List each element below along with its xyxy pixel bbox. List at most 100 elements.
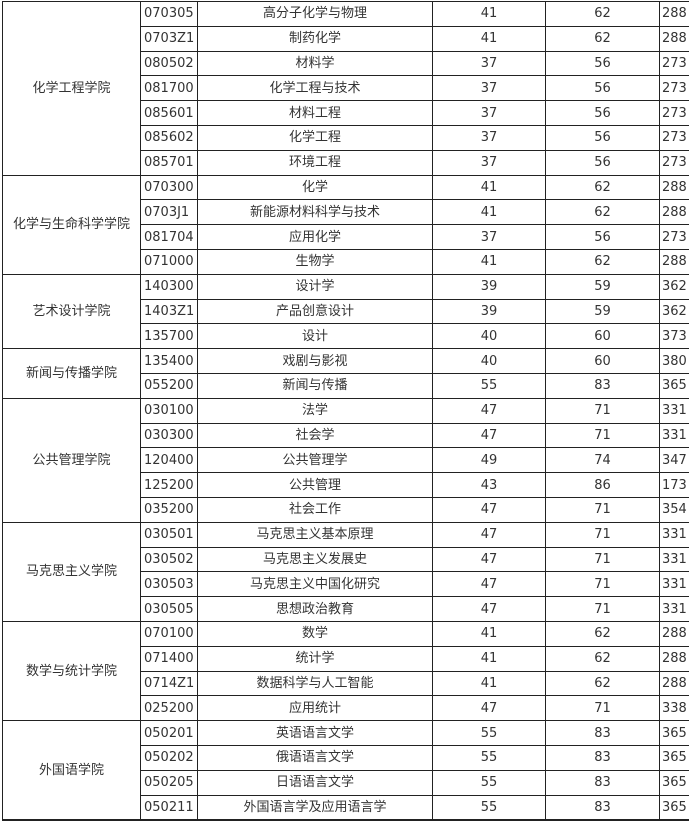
single-subject-score-150: 71 <box>545 496 660 523</box>
college-name: 化学工程学院 <box>2 1 141 176</box>
major-code: 071400 <box>140 645 198 672</box>
total-score: 347 <box>659 447 689 474</box>
total-score: 273 <box>659 75 689 102</box>
single-subject-score-100: 41 <box>432 670 546 697</box>
major-code: 030505 <box>140 596 198 622</box>
total-score: 288 <box>659 620 689 647</box>
table-row: 马克思主义学院 030501 马克思主义基本原理 47 71 331 <box>2 521 689 622</box>
major-code: 081704 <box>140 224 198 250</box>
major-code: 030100 <box>140 397 198 424</box>
major-code: 035200 <box>140 496 198 523</box>
major-code: 1403Z1 <box>140 298 198 325</box>
major-name: 材料工程 <box>197 100 433 126</box>
single-subject-score-150: 71 <box>545 571 660 598</box>
single-subject-score-100: 37 <box>432 124 546 151</box>
major-code: 050211 <box>140 794 198 821</box>
major-name: 应用统计 <box>197 695 433 722</box>
total-score: 362 <box>659 298 689 325</box>
single-subject-score-100: 40 <box>432 348 546 374</box>
single-subject-score-150: 83 <box>545 744 660 771</box>
single-subject-score-100: 47 <box>432 571 546 598</box>
single-subject-score-100: 39 <box>432 298 546 325</box>
major-code: 070300 <box>140 174 198 201</box>
major-name: 新能源材料科学与技术 <box>197 199 433 226</box>
table-row: 071400 统计学 41 62 288 <box>3 645 689 672</box>
major-code: 0714Z1 <box>140 670 198 697</box>
total-score: 354 <box>659 496 689 523</box>
major-name: 马克思主义发展史 <box>197 546 433 573</box>
total-score: 331 <box>659 546 689 573</box>
single-subject-score-100: 55 <box>432 769 546 796</box>
total-score: 288 <box>659 670 689 697</box>
single-subject-score-150: 62 <box>545 1 660 27</box>
single-subject-score-100: 47 <box>432 695 546 722</box>
major-name: 生物学 <box>197 248 433 275</box>
single-subject-score-150: 59 <box>545 298 660 325</box>
table-row: 025200 应用统计 47 71 338 <box>3 695 689 722</box>
major-name: 化学工程 <box>197 124 433 151</box>
single-subject-score-100: 37 <box>432 100 546 126</box>
major-name: 数学 <box>197 620 433 647</box>
single-subject-score-150: 60 <box>545 323 660 350</box>
total-score: 362 <box>659 273 689 300</box>
major-code: 081700 <box>140 75 198 102</box>
single-subject-score-150: 62 <box>545 620 660 647</box>
table-row: 125200 公共管理 43 86 173 <box>3 472 689 498</box>
single-subject-score-150: 56 <box>545 149 660 176</box>
major-name: 应用化学 <box>197 224 433 250</box>
total-score: 273 <box>659 224 689 250</box>
total-score: 365 <box>659 720 689 746</box>
total-score: 288 <box>659 199 689 226</box>
single-subject-score-100: 55 <box>432 744 546 771</box>
table-row: 035200 社会工作 47 71 354 <box>3 496 689 523</box>
table-row: 0714Z1 数据科学与人工智能 41 62 288 <box>3 670 689 697</box>
table-row: 新闻与传播学院 135400 戏剧与影视 40 60 380 <box>2 348 689 399</box>
single-subject-score-150: 56 <box>545 50 660 77</box>
table-row: 085701 环境工程 37 56 273 <box>3 149 689 176</box>
major-name: 日语语言文学 <box>197 769 433 796</box>
table-row: 080502 材料学 37 56 273 <box>3 50 689 77</box>
table-row: 030300 社会学 47 71 331 <box>3 422 689 449</box>
major-code: 140300 <box>140 273 198 300</box>
major-name: 马克思主义基本原理 <box>197 521 433 548</box>
single-subject-score-150: 62 <box>545 645 660 672</box>
single-subject-score-100: 37 <box>432 50 546 77</box>
single-subject-score-150: 62 <box>545 174 660 201</box>
single-subject-score-150: 71 <box>545 596 660 622</box>
table-row: 030503 马克思主义中国化研究 47 71 331 <box>3 571 689 598</box>
major-code: 030300 <box>140 422 198 449</box>
table-row: 050211 外国语言学及应用语言学 55 83 365 <box>3 794 689 821</box>
single-subject-score-150: 62 <box>545 199 660 226</box>
single-subject-score-100: 41 <box>432 645 546 672</box>
college-name: 数学与统计学院 <box>2 620 141 722</box>
table-row: 050205 日语语言文学 55 83 365 <box>3 769 689 796</box>
table-row: 085601 材料工程 37 56 273 <box>3 100 689 126</box>
major-code: 050202 <box>140 744 198 771</box>
major-name: 社会学 <box>197 422 433 449</box>
major-code: 030503 <box>140 571 198 598</box>
single-subject-score-150: 59 <box>545 273 660 300</box>
single-subject-score-100: 47 <box>432 521 546 548</box>
total-score: 373 <box>659 323 689 350</box>
single-subject-score-150: 62 <box>545 670 660 697</box>
major-code: 120400 <box>140 447 198 474</box>
major-name: 制药化学 <box>197 25 433 52</box>
table-row: 外国语学院 050201 英语语言文学 55 83 365 <box>2 720 689 821</box>
table-row: 135700 设计 40 60 373 <box>3 323 689 350</box>
major-name: 高分子化学与物理 <box>197 1 433 27</box>
major-code: 050205 <box>140 769 198 796</box>
single-subject-score-150: 86 <box>545 472 660 498</box>
total-score: 365 <box>659 372 689 399</box>
major-code: 085602 <box>140 124 198 151</box>
major-name: 设计 <box>197 323 433 350</box>
college-name: 新闻与传播学院 <box>2 348 141 399</box>
total-score: 288 <box>659 248 689 275</box>
table-row: 艺术设计学院 140300 设计学 39 59 362 <box>2 273 689 350</box>
single-subject-score-100: 41 <box>432 174 546 201</box>
total-score: 173 <box>659 472 689 498</box>
major-code: 070100 <box>140 620 198 647</box>
single-subject-score-100: 47 <box>432 496 546 523</box>
total-score: 331 <box>659 397 689 424</box>
